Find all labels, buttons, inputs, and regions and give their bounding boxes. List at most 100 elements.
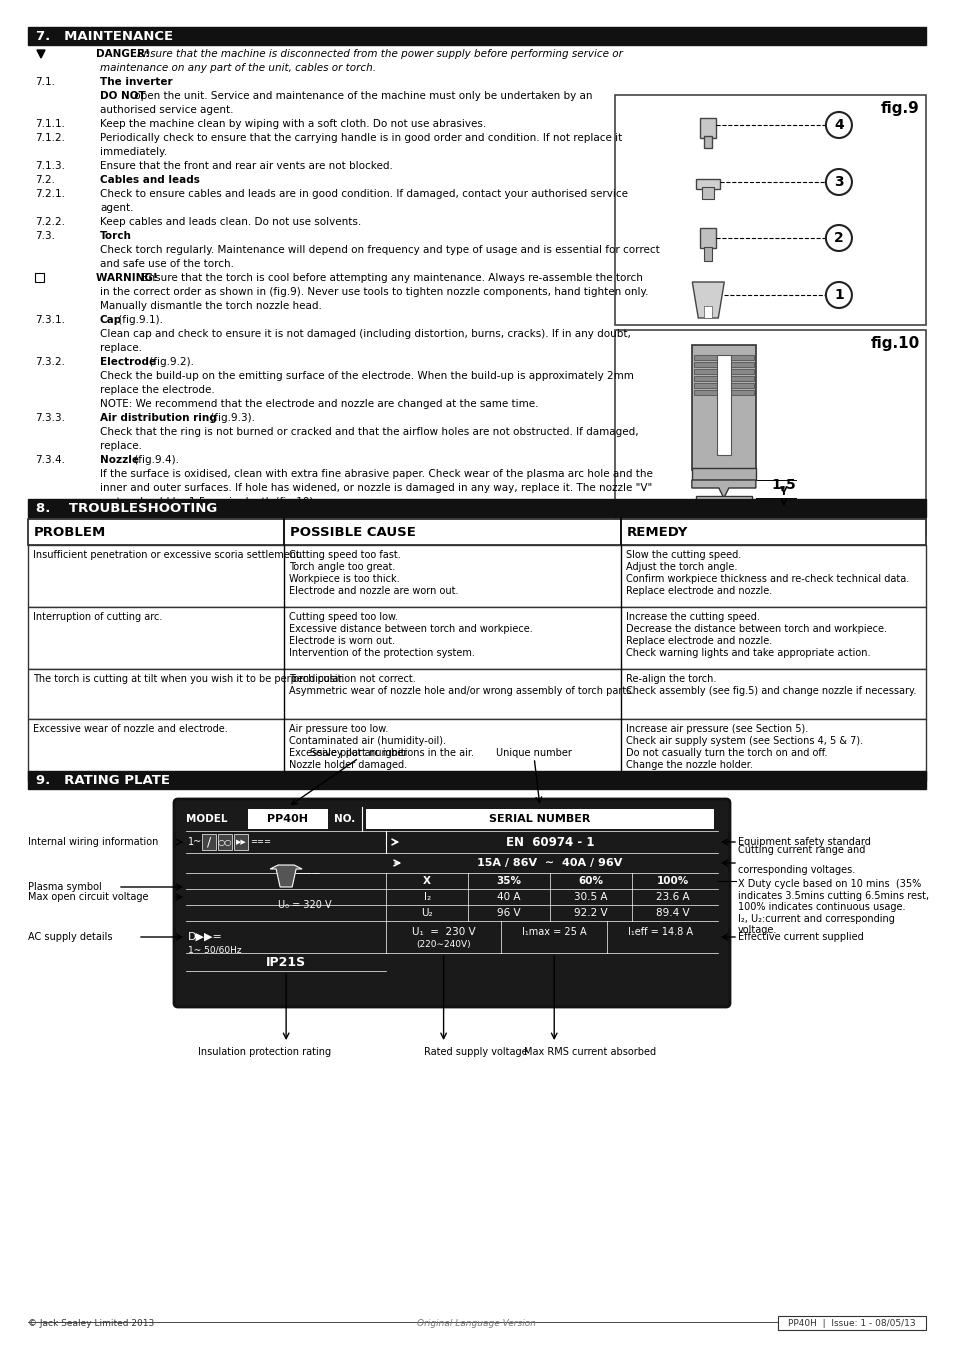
Text: DANGER!: DANGER!: [96, 49, 153, 59]
Text: 7.1.3.: 7.1.3.: [35, 161, 65, 171]
Text: Replace electrode and nozzle.: Replace electrode and nozzle.: [625, 586, 771, 595]
Text: 1~ 50/60Hz: 1~ 50/60Hz: [188, 945, 241, 954]
Text: ▶▶: ▶▶: [235, 838, 246, 845]
Text: Asymmetric wear of nozzle hole and/or wrong assembly of torch parts.: Asymmetric wear of nozzle hole and/or wr…: [289, 686, 634, 697]
Text: 7.   MAINTENANCE: 7. MAINTENANCE: [36, 30, 172, 42]
Text: Keep the machine clean by wiping with a soft cloth. Do not use abrasives.: Keep the machine clean by wiping with a …: [100, 119, 486, 130]
Text: inner and outer surfaces. If hole has widened, or nozzle is damaged in any way, : inner and outer surfaces. If hole has wi…: [100, 483, 652, 493]
Text: (fig.9.4).: (fig.9.4).: [131, 455, 178, 464]
Text: Ensure that the machine is disconnected from the power supply before performing : Ensure that the machine is disconnected …: [136, 49, 622, 59]
Text: 7.1.: 7.1.: [35, 77, 55, 86]
Bar: [35, 273, 44, 282]
Bar: [615, 329, 925, 535]
Text: 7.1.2.: 7.1.2.: [35, 134, 65, 143]
Text: ===: ===: [250, 837, 271, 846]
Text: 1,5: 1,5: [771, 478, 796, 491]
Bar: [202, 834, 215, 850]
Text: crater should be 1.5mm in depth (fig.10).: crater should be 1.5mm in depth (fig.10)…: [100, 497, 316, 508]
Bar: [716, 355, 730, 455]
Text: 89.4 V: 89.4 V: [656, 909, 689, 918]
Polygon shape: [692, 282, 723, 319]
Text: Intervention of the protection system.: Intervention of the protection system.: [289, 648, 475, 657]
Bar: [700, 228, 716, 248]
Bar: [700, 117, 716, 138]
Text: 7.3.3.: 7.3.3.: [35, 413, 65, 423]
Text: Check assembly (see fig.5) and change nozzle if necessary.: Check assembly (see fig.5) and change no…: [625, 686, 915, 697]
Bar: [28, 670, 925, 720]
Text: Excessive distance between torch and workpiece.: Excessive distance between torch and wor…: [289, 624, 532, 634]
Text: 40 A: 40 A: [497, 892, 520, 902]
Text: open the unit. Service and maintenance of the machine must only be undertaken by: open the unit. Service and maintenance o…: [131, 90, 592, 101]
Text: Contaminated air (humidity-oil).: Contaminated air (humidity-oil).: [289, 736, 445, 747]
Text: ———: ———: [295, 869, 320, 879]
Bar: [695, 495, 751, 510]
Text: 96 V: 96 V: [497, 909, 520, 918]
Bar: [248, 809, 328, 829]
Bar: [366, 809, 713, 829]
Text: 9.   RATING PLATE: 9. RATING PLATE: [36, 774, 170, 787]
Text: NO.: NO.: [334, 814, 355, 824]
Text: 35%: 35%: [497, 876, 521, 886]
Text: If the surface is oxidised, clean with extra fine abrasive paper. Check wear of : If the surface is oxidised, clean with e…: [100, 468, 652, 479]
Text: Electrode: Electrode: [100, 356, 156, 367]
Text: (fig.9.2).: (fig.9.2).: [146, 356, 193, 367]
Text: replace.: replace.: [100, 343, 142, 352]
Text: 2: 2: [833, 231, 842, 244]
Text: Replace electrode and nozzle.: Replace electrode and nozzle.: [625, 636, 771, 647]
Text: 7.2.1.: 7.2.1.: [35, 189, 65, 198]
Text: Cutting speed too low.: Cutting speed too low.: [289, 612, 397, 622]
Circle shape: [825, 225, 851, 251]
Text: Nozzle: Nozzle: [100, 455, 139, 464]
Bar: [28, 545, 925, 608]
Bar: [703, 306, 712, 319]
Text: Cutting current range and: Cutting current range and: [738, 845, 864, 855]
Text: IP21S: IP21S: [266, 956, 306, 968]
Text: (fig.9.1).: (fig.9.1).: [115, 315, 163, 325]
Text: X: X: [423, 876, 431, 886]
Bar: [233, 834, 248, 850]
Circle shape: [825, 282, 851, 308]
Text: immediately.: immediately.: [100, 147, 167, 157]
Text: 92.2 V: 92.2 V: [574, 909, 607, 918]
Text: U₀ = 320 V: U₀ = 320 V: [278, 900, 332, 910]
Text: Air pressure too low.: Air pressure too low.: [289, 724, 388, 734]
Polygon shape: [37, 50, 45, 58]
Text: PP40H  |  Issue: 1 - 08/05/13: PP40H | Issue: 1 - 08/05/13: [787, 1319, 915, 1327]
Text: Increase air pressure (see Section 5).: Increase air pressure (see Section 5).: [625, 724, 807, 734]
Text: I₁eff = 14.8 A: I₁eff = 14.8 A: [628, 927, 693, 937]
Bar: [28, 608, 925, 670]
Text: Periodically check to ensure that the carrying handle is in good order and condi: Periodically check to ensure that the ca…: [100, 134, 621, 143]
Text: and safe use of the torch.: and safe use of the torch.: [100, 259, 233, 269]
Text: Rated supply voltage: Rated supply voltage: [423, 1048, 527, 1057]
Bar: [218, 834, 232, 850]
Bar: [28, 500, 925, 517]
Text: fig.10: fig.10: [870, 336, 919, 351]
Text: 1~: 1~: [188, 837, 202, 846]
Text: PP40H: PP40H: [267, 814, 308, 824]
Text: maintenance on any part of the unit, cables or torch.: maintenance on any part of the unit, cab…: [100, 63, 375, 73]
Text: DO NOT: DO NOT: [100, 90, 146, 101]
Text: replace the electrode.: replace the electrode.: [100, 385, 214, 396]
Text: © Jack Sealey Limited 2013: © Jack Sealey Limited 2013: [28, 1319, 154, 1328]
Text: fig.9: fig.9: [881, 101, 919, 116]
Text: Air distribution ring: Air distribution ring: [100, 413, 216, 423]
Bar: [28, 720, 925, 782]
Text: 100%: 100%: [657, 876, 688, 886]
Text: ○○: ○○: [217, 837, 232, 846]
Text: Check the build-up on the emitting surface of the electrode. When the build-up i: Check the build-up on the emitting surfa…: [100, 371, 633, 381]
Text: AC supply details: AC supply details: [28, 931, 112, 942]
Text: U₁  =  230 V: U₁ = 230 V: [412, 927, 475, 937]
Text: Unique number: Unique number: [496, 748, 572, 757]
Bar: [693, 369, 753, 374]
Text: 7.3.4.: 7.3.4.: [35, 455, 65, 464]
Bar: [703, 247, 712, 261]
Text: The torch is cutting at tilt when you wish it to be perpendicular.: The torch is cutting at tilt when you wi…: [33, 674, 344, 684]
Text: Torch: Torch: [100, 231, 132, 242]
Bar: [701, 188, 714, 198]
Text: Do not casually turn the torch on and off.: Do not casually turn the torch on and of…: [625, 748, 826, 757]
Text: /: /: [207, 836, 211, 849]
Text: X Duty cycle based on 10 mins  (35%
indicates 3.5mins cutting 6.5mins rest,
100%: X Duty cycle based on 10 mins (35% indic…: [738, 879, 928, 936]
Text: 15A / 86V  ∼  40A / 96V: 15A / 86V ∼ 40A / 96V: [476, 859, 622, 868]
Polygon shape: [270, 865, 302, 887]
Text: Adjust the torch angle.: Adjust the torch angle.: [625, 562, 737, 572]
